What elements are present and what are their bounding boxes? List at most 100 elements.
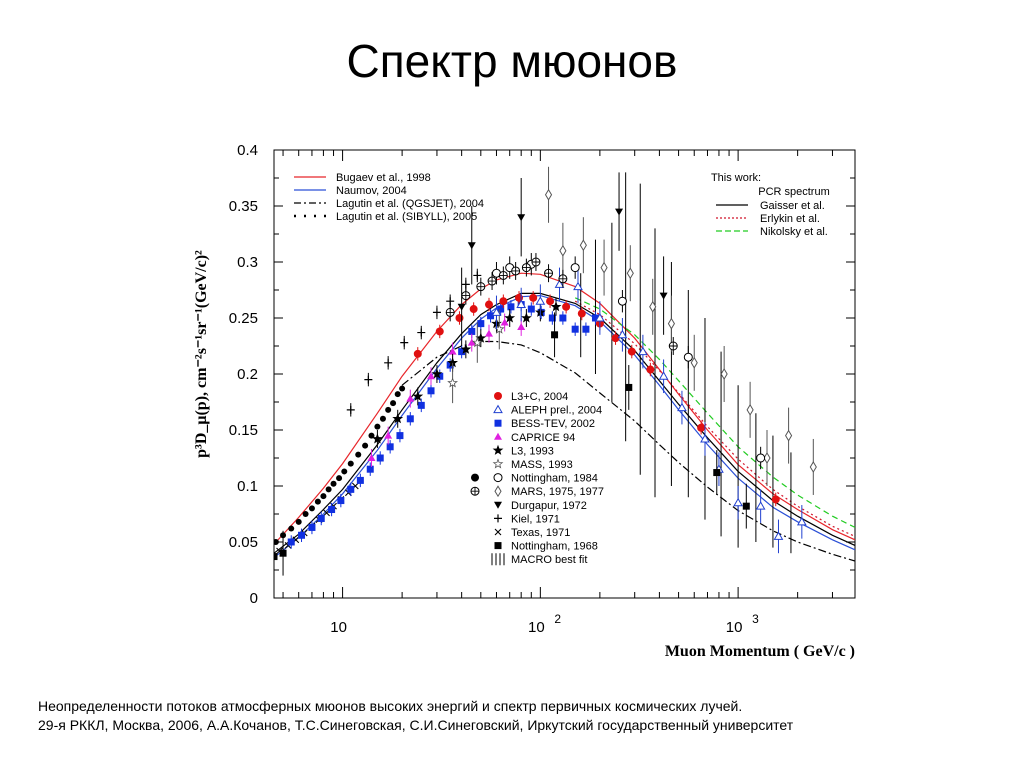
- y-tick-label: 0.2: [237, 366, 258, 383]
- series-aleph-prel-2004-point: [638, 346, 648, 356]
- series-nottingham-1984-point: [336, 475, 343, 482]
- series-aleph-prel-2004-point: [755, 501, 766, 510]
- legend-marker: [494, 485, 502, 498]
- legend-heading: This work:: [711, 172, 761, 184]
- series-mars-1975-1977-point: [785, 429, 793, 442]
- curve-lagutin-et-al-qgsjet-2004: [401, 340, 855, 562]
- x-tick-label: 10: [528, 619, 545, 636]
- series-nottingham-1984-point: [325, 486, 332, 493]
- series-nottingham-1984-point: [274, 539, 279, 545]
- legend-marker: [494, 392, 502, 400]
- y-tick-label: 0.15: [229, 422, 258, 439]
- series-mars-1975-1977-point: [579, 239, 587, 252]
- series-l3-c-2004-point: [697, 423, 706, 432]
- series-nottingham-1968-point: [742, 502, 750, 510]
- series-nottingham-1984-point: [355, 451, 362, 458]
- series-aleph-prel-2004-point: [491, 307, 502, 316]
- series-caprice-94-point: [384, 431, 393, 439]
- series-mars-1975-1977-point: [521, 263, 531, 273]
- series-mars-1975-1977-point: [667, 317, 675, 330]
- series-caprice-94-point: [406, 394, 415, 402]
- series-bess-tev-2002-point: [347, 485, 355, 493]
- series-bess-tev-2002-point: [328, 506, 336, 514]
- legend-label: L3+C, 2004: [511, 391, 568, 403]
- series-caprice-94-point: [427, 372, 436, 380]
- series-l3-c-2004-point: [469, 305, 478, 314]
- series-aleph-prel-2004-point: [773, 531, 784, 540]
- legend-label: MASS, 1993: [511, 459, 573, 471]
- series-durgapur-1972-point: [659, 292, 668, 300]
- series-l3-c-2004-point: [484, 300, 493, 309]
- series-mars-1975-1977-point: [558, 274, 568, 284]
- series-bess-tev-2002-point: [436, 372, 444, 380]
- legend-label: MARS, 1975, 1977: [511, 486, 604, 498]
- series-bess-tev-2002-point: [497, 305, 505, 313]
- series-bess-tev-2002-point: [458, 348, 466, 356]
- series-nottingham-1968-point: [274, 553, 278, 561]
- series-aleph-prel-2004-point: [796, 516, 807, 526]
- legend-label: Durgapur, 1972: [511, 500, 587, 512]
- series-mars-1975-1977-point: [476, 282, 486, 292]
- series-l3-c-2004-point: [771, 495, 780, 504]
- series-nottingham-1984-point: [314, 498, 321, 505]
- series-mars-1975-1977-point: [559, 244, 567, 257]
- series-nottingham-1984-point: [390, 400, 397, 407]
- series-bess-tev-2002-point: [582, 325, 590, 333]
- series-nottingham-1984-point: [295, 518, 302, 525]
- y-tick-label: 0: [250, 590, 258, 607]
- series-aleph-prel-2004-point: [700, 433, 710, 443]
- slide-title: Спектр мюонов: [346, 35, 678, 87]
- legend-marker: [494, 501, 502, 509]
- legend-marker: [494, 432, 502, 440]
- series-aleph-prel-2004-point: [554, 279, 565, 288]
- series-mars-1975-1977-point: [720, 368, 728, 380]
- series-l3-1993-point: [412, 390, 424, 401]
- series-mars-1975-1977-point: [445, 307, 455, 317]
- legend-label: Kiel, 1971: [511, 513, 560, 525]
- series-l3-c-2004-point: [455, 314, 464, 322]
- series-durgapur-1972-point: [517, 214, 526, 222]
- plot-area: [274, 166, 855, 579]
- y-tick-label: 0.35: [229, 198, 258, 215]
- series-nottingham-1968-point: [713, 469, 721, 477]
- series-nottingham-1984-point: [288, 525, 295, 532]
- series-mars-1975-1977-point: [544, 268, 554, 278]
- series-nottingham-1968-point: [279, 549, 287, 557]
- legend-marker: [494, 542, 502, 550]
- series-bess-tev-2002-point: [396, 432, 404, 440]
- series-nottingham-1968-point: [551, 331, 559, 339]
- series-nottingham-1984-point: [399, 385, 406, 392]
- series-bess-tev-2002-point: [287, 538, 295, 546]
- series-l3-1993-point: [460, 343, 472, 354]
- series-aleph-prel-2004-point: [733, 497, 743, 507]
- series-l3-1993-point: [504, 312, 516, 323]
- series-nottingham-1984-point: [330, 480, 337, 487]
- series-caprice-94-point: [467, 338, 476, 346]
- series-nottingham-1984-point: [394, 391, 401, 398]
- series-bess-tev-2002-point: [591, 314, 599, 322]
- series-nottingham-1984-point: [320, 493, 327, 500]
- series-durgapur-1972-point: [467, 242, 476, 250]
- series-mass-1993-point: [471, 336, 483, 348]
- x-tick-exponent: 2: [554, 612, 561, 626]
- series-l3-1993-point: [521, 312, 532, 323]
- series-mars-1975-1977-point: [626, 267, 634, 280]
- legend-label: Lagutin et al. (SIBYLL), 2005: [336, 211, 477, 223]
- series-bess-tev-2002-point: [477, 320, 485, 328]
- series-bess-tev-2002-point: [487, 312, 495, 320]
- series-l3-1993-point: [372, 433, 383, 444]
- legend-marker: [492, 444, 504, 455]
- series-l3-c-2004-point: [515, 293, 524, 302]
- series-mass-1993-point: [447, 377, 458, 388]
- series-aleph-prel-2004-point: [677, 402, 687, 412]
- legend-label: Gaisser et al.: [760, 200, 825, 212]
- series-nottingham-1984-point: [683, 352, 693, 362]
- series-aleph-prel-2004-point: [516, 299, 527, 309]
- series-caprice-94-point: [367, 454, 376, 461]
- series-l3-c-2004-point: [499, 297, 508, 306]
- y-tick-label: 0.1: [237, 478, 258, 495]
- legend-marker: [494, 419, 502, 427]
- series-mars-1975-1977-point: [544, 188, 553, 201]
- legend-label: L3, 1993: [511, 445, 554, 457]
- series-mars-1975-1977-point: [531, 257, 541, 267]
